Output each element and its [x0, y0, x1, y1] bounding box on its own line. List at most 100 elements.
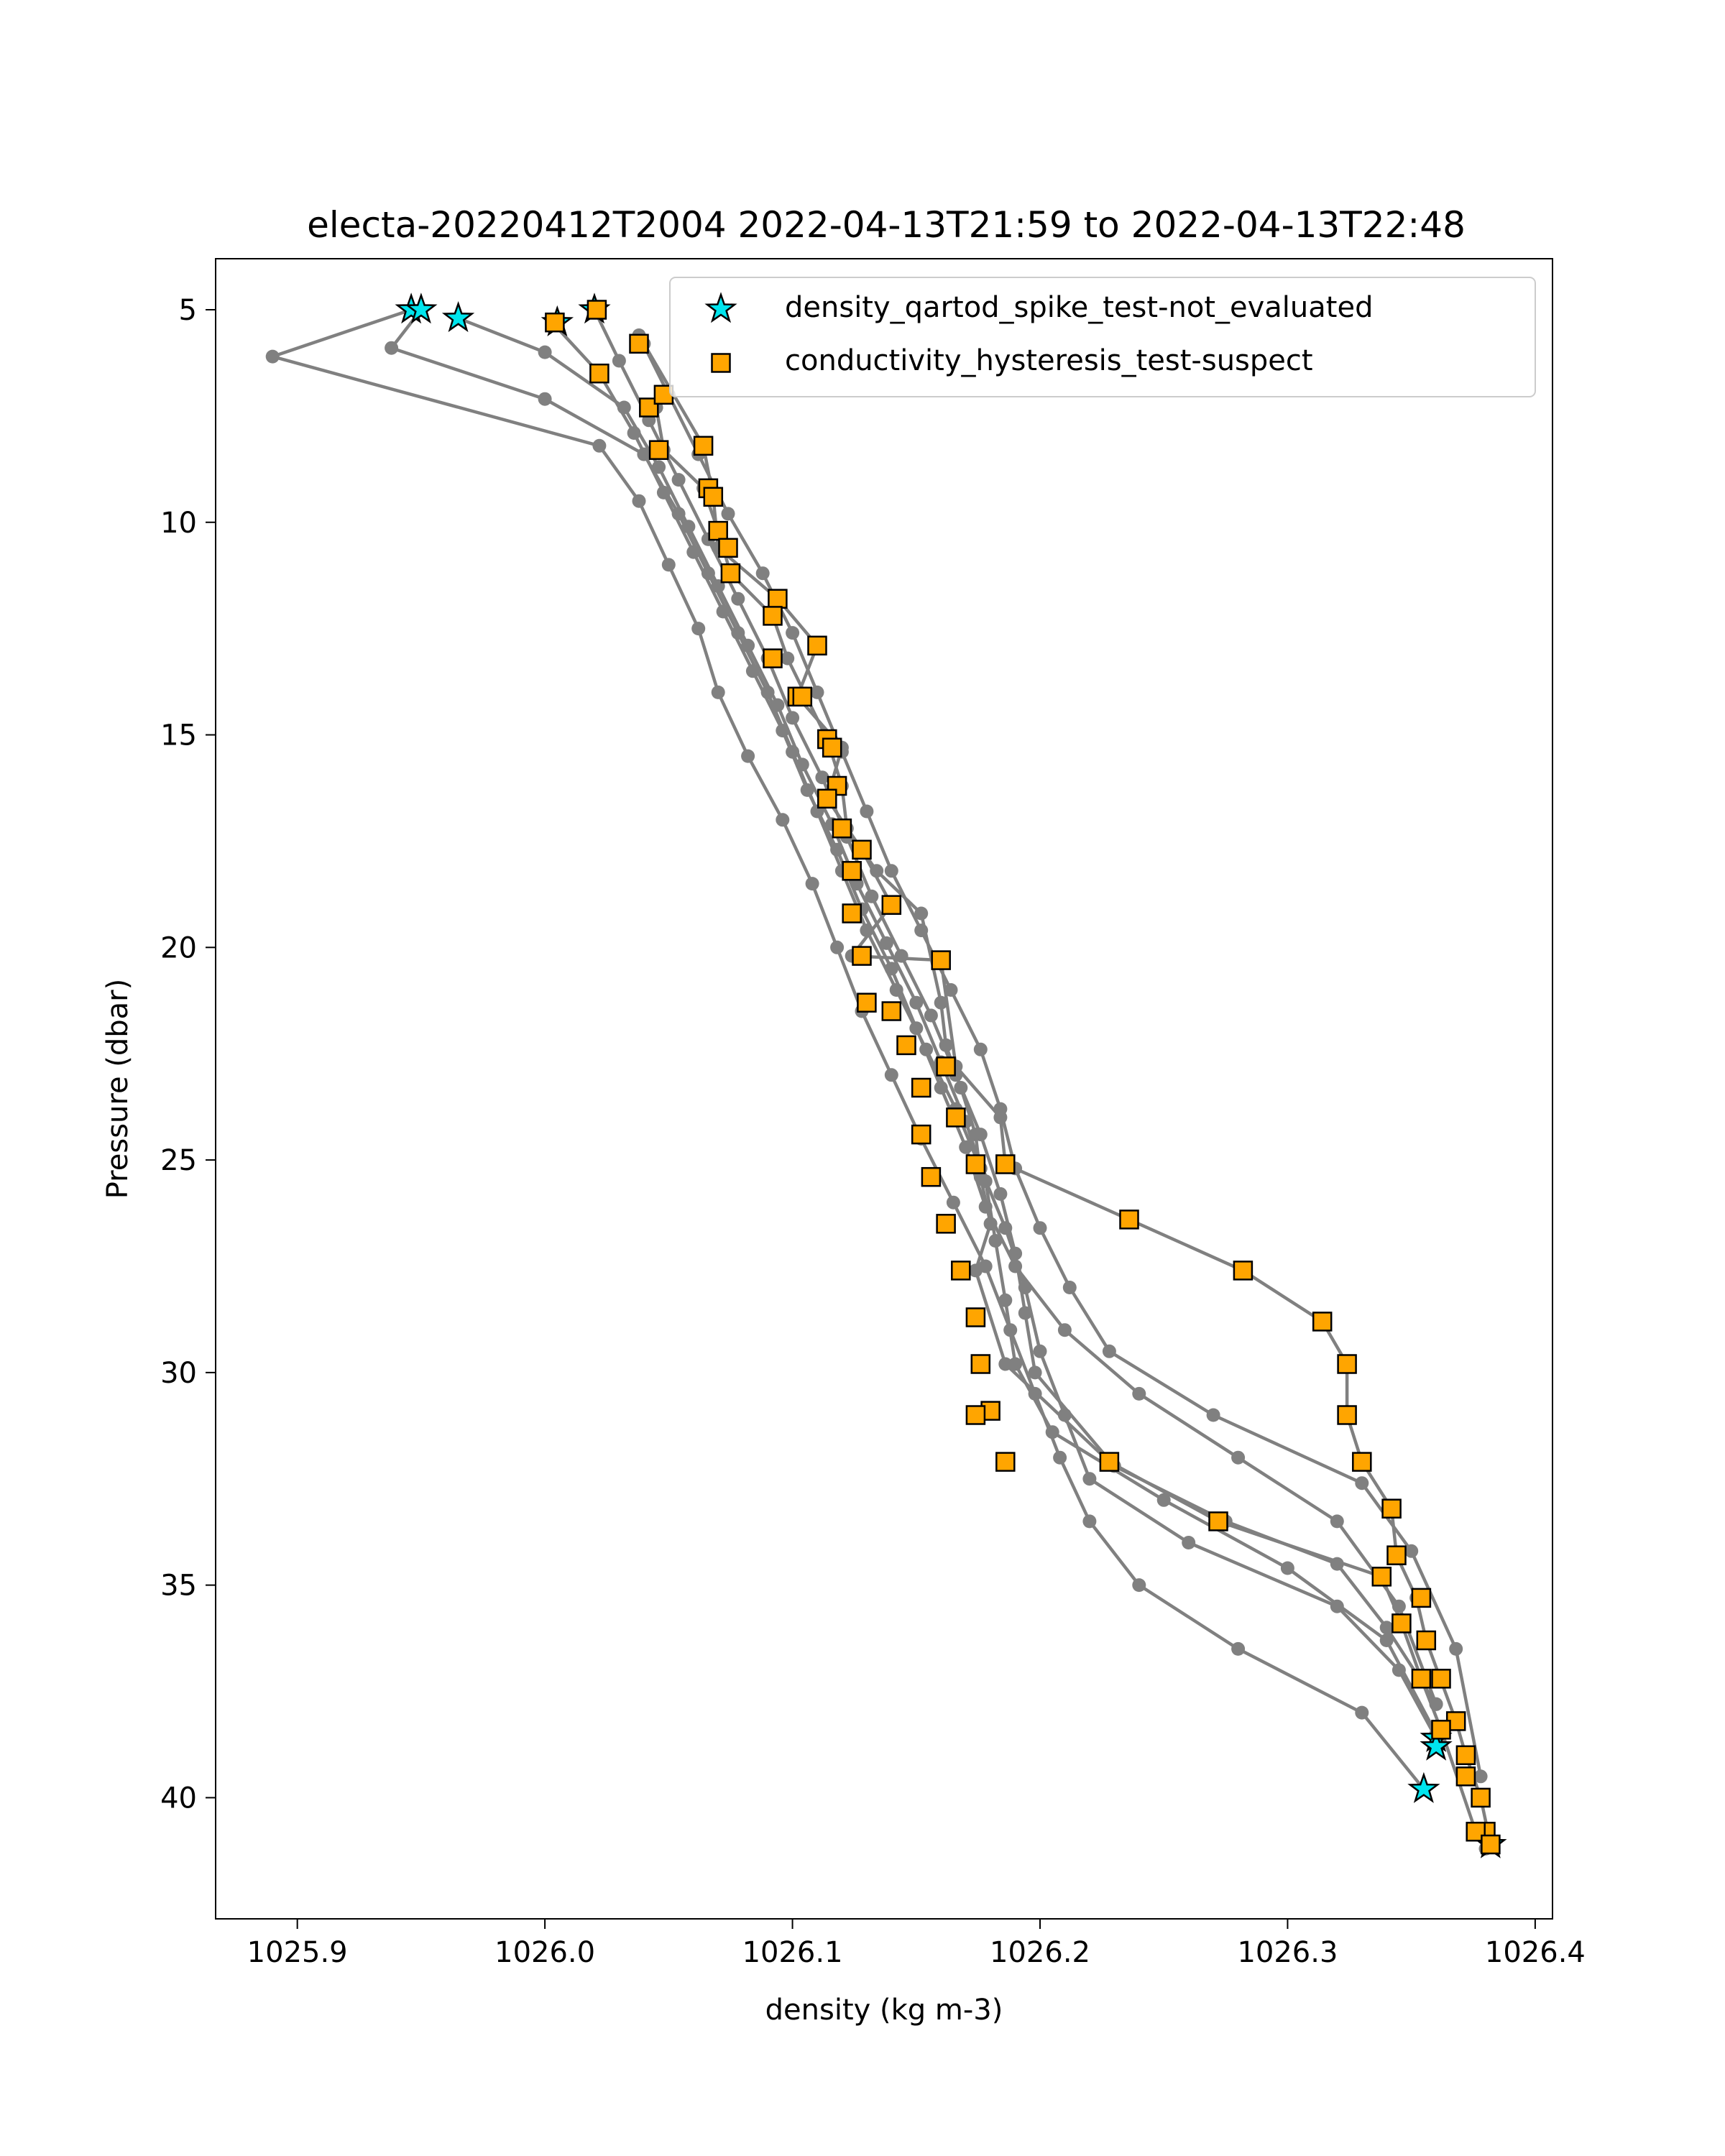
- hysteresis-square-marker: [921, 1166, 942, 1187]
- hysteresis-square-marker: [589, 363, 610, 384]
- profile-point: [1404, 1544, 1419, 1558]
- x-tick-label: 1026.3: [1237, 1936, 1338, 1969]
- spike-star-marker: [441, 300, 475, 333]
- spike-star-marker: [704, 292, 737, 323]
- profile-point: [1379, 1621, 1394, 1635]
- hysteresis-square-marker: [852, 839, 872, 860]
- hysteresis-square-marker: [1337, 1405, 1357, 1425]
- hysteresis-square-marker: [842, 861, 862, 881]
- profile-point: [1102, 1344, 1116, 1358]
- hysteresis-square-marker: [763, 606, 783, 626]
- profile-point: [968, 1128, 983, 1142]
- profile-point: [884, 1068, 898, 1082]
- hysteresis-square-marker: [1337, 1354, 1357, 1374]
- hysteresis-square-marker: [718, 538, 738, 558]
- profile-point: [1045, 1425, 1059, 1439]
- profile-point: [265, 349, 280, 364]
- legend-star-marker: [704, 292, 737, 323]
- legend-frame: [669, 277, 1536, 397]
- hysteresis-square-marker: [1471, 1787, 1491, 1808]
- hysteresis-square-marker: [763, 648, 783, 668]
- hysteresis-square-marker: [708, 520, 728, 541]
- y-tick-label: 15: [160, 719, 197, 752]
- profile-point: [627, 426, 641, 440]
- y-tick-label: 30: [160, 1357, 197, 1390]
- chart-title: electa-20220412T2004 2022-04-13T21:59 to…: [307, 204, 1466, 246]
- profile-point: [924, 1008, 938, 1023]
- profile-point: [741, 749, 755, 763]
- profile-point: [1355, 1476, 1369, 1491]
- hysteresis-square-marker: [832, 818, 852, 839]
- profile-point: [711, 685, 725, 699]
- profile-point: [538, 345, 552, 359]
- hysteresis-square-marker: [817, 788, 837, 809]
- y-tick-label: 20: [160, 931, 197, 964]
- hysteresis-square-marker: [931, 950, 951, 970]
- hysteresis-square-marker: [1455, 1745, 1476, 1766]
- x-tick-label: 1026.2: [990, 1936, 1090, 1969]
- profile-point: [998, 1357, 1013, 1371]
- profile-point: [681, 520, 696, 534]
- profile-point: [830, 842, 845, 857]
- profile-point: [1330, 1514, 1344, 1529]
- profile-point: [939, 1038, 953, 1052]
- hysteresis-square-marker: [881, 895, 902, 915]
- profile-point: [1231, 1641, 1246, 1656]
- profile-point: [1082, 1514, 1097, 1529]
- hysteresis-square-marker: [965, 1154, 986, 1174]
- hysteresis-square-marker: [965, 1405, 986, 1425]
- hysteresis-square-marker: [703, 487, 724, 507]
- profile-point: [776, 724, 790, 738]
- profile-point: [1008, 1357, 1023, 1371]
- profile-point: [632, 494, 646, 508]
- profile-point: [721, 507, 735, 521]
- hysteresis-square-marker: [792, 686, 813, 707]
- hysteresis-square-marker: [1416, 1630, 1437, 1651]
- profile-point: [988, 1234, 1003, 1248]
- spike-star-marker: [1420, 1729, 1453, 1761]
- legend: density_qartod_spike_test-not_evaluated …: [669, 277, 1536, 397]
- hysteresis-square-marker: [1411, 1588, 1432, 1608]
- profile-point: [731, 591, 745, 606]
- profile-point: [1018, 1306, 1032, 1320]
- hysteresis-square-marker: [946, 1107, 966, 1128]
- spike-star-marker: [405, 292, 438, 324]
- profile-point: [385, 341, 399, 355]
- profile-point: [1033, 1344, 1047, 1358]
- profile-point: [786, 711, 800, 725]
- hysteresis-square-marker: [1233, 1261, 1254, 1281]
- hysteresis-square-marker: [768, 589, 788, 609]
- profile-point: [968, 1263, 983, 1278]
- x-axis-label: density (kg m-3): [765, 1994, 1003, 2027]
- profile-point: [671, 473, 686, 487]
- x-tick-label: 1025.9: [247, 1936, 348, 1969]
- profile-point: [770, 698, 785, 712]
- profile-point: [934, 995, 948, 1010]
- y-axis-label: Pressure (dbar): [101, 979, 134, 1199]
- hysteresis-square-marker: [842, 903, 862, 923]
- profile-point: [954, 1081, 968, 1095]
- y-tick-label: 40: [160, 1782, 197, 1815]
- hysteresis-square-marker: [629, 333, 649, 354]
- hysteresis-square-marker: [693, 436, 714, 456]
- y-tick-label: 35: [160, 1570, 197, 1603]
- profile-point: [1008, 1246, 1023, 1261]
- profile-point: [656, 485, 671, 499]
- profile-point: [592, 438, 607, 453]
- profile-point: [993, 1110, 1008, 1125]
- profile-point: [909, 1021, 924, 1036]
- x-tick-label: 1026.1: [742, 1936, 843, 1969]
- hysteresis-square-marker: [1431, 1720, 1451, 1740]
- profile-point: [1156, 1493, 1171, 1507]
- profile-point: [894, 949, 908, 963]
- profile-point: [983, 1217, 998, 1231]
- legend-label-hysteresis: conductivity_hysteresis_test-suspect: [785, 344, 1313, 377]
- legend-label-spike: density_qartod_spike_test-not_evaluated: [785, 291, 1373, 324]
- hysteresis-square-marker: [970, 1354, 991, 1374]
- profile-point: [1355, 1705, 1369, 1720]
- profile-point: [800, 783, 814, 797]
- hysteresis-square-marker: [951, 1261, 971, 1281]
- y-axis: 5 10 15 20 25 30 35 40: [160, 294, 216, 1815]
- profile-point: [538, 392, 552, 406]
